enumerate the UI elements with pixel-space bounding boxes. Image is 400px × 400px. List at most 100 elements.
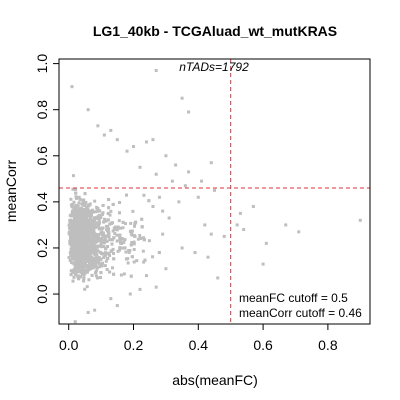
scatter-point: [126, 261, 130, 265]
scatter-point: [127, 249, 131, 253]
scatter-point: [81, 240, 85, 244]
scatter-point: [142, 236, 146, 240]
scatter-point: [70, 211, 74, 215]
scatter-point: [118, 233, 122, 237]
scatter-point: [129, 221, 133, 225]
scatter-point: [99, 263, 102, 267]
scatter-point: [177, 200, 181, 204]
scatter-point: [68, 258, 72, 262]
scatter-point: [89, 214, 93, 218]
scatter-point: [74, 212, 78, 216]
scatter-point: [92, 224, 96, 228]
scatter-point: [70, 85, 74, 89]
scatter-point: [81, 236, 85, 240]
scatter-point: [112, 251, 116, 255]
scatter-point: [115, 138, 119, 142]
scatter-point: [82, 279, 86, 283]
scatter-point: [110, 221, 114, 225]
scatter-point: [122, 240, 126, 244]
scatter-point: [85, 270, 89, 274]
scatter-point: [87, 244, 91, 248]
scatter-point: [110, 238, 114, 242]
scatter-point: [147, 199, 151, 203]
scatter-point: [75, 216, 79, 220]
scatter-point: [130, 241, 134, 245]
x-tick-label: 0.4: [189, 337, 209, 353]
scatter-point: [94, 274, 98, 278]
scatter-point: [84, 219, 88, 223]
scatter-point: [111, 247, 115, 251]
scatter-point: [102, 133, 106, 137]
scatter-point: [117, 211, 121, 215]
scatter-point: [129, 243, 133, 247]
scatter-point: [72, 269, 76, 273]
scatter-point: [105, 268, 109, 271]
scatter-point: [100, 212, 104, 216]
scatter-point: [80, 251, 84, 255]
scatter-point: [83, 222, 87, 226]
scatter-point: [111, 266, 114, 270]
scatter-point: [93, 308, 97, 312]
scatter-point: [74, 272, 78, 276]
scatter-point: [112, 272, 116, 276]
scatter-point: [116, 249, 120, 253]
scatter-point: [106, 257, 110, 261]
scatter-point: [109, 297, 113, 301]
scatter-point: [97, 233, 101, 237]
scatter-point: [101, 226, 105, 230]
x-tick-label: 0.0: [59, 337, 79, 353]
scatter-point: [84, 220, 88, 224]
scatter-point: [82, 273, 86, 277]
scatter-point: [86, 108, 90, 112]
scatter-point: [108, 213, 112, 217]
scatter-point: [80, 253, 84, 257]
scatter-point: [95, 205, 99, 209]
scatter-point: [95, 266, 99, 270]
scatter-point: [142, 260, 146, 264]
scatter-point: [78, 198, 82, 202]
scatter-point: [94, 225, 98, 229]
scatter-point: [167, 216, 171, 220]
scatter-point: [72, 200, 76, 204]
scatter-point: [71, 279, 75, 283]
scatter-point: [95, 253, 99, 257]
scatter-point: [124, 250, 128, 254]
scatter-point: [108, 254, 112, 258]
scatter-point: [138, 165, 142, 169]
scatter-point: [79, 265, 83, 269]
scatter-point: [99, 231, 103, 235]
scatter-point: [83, 192, 87, 196]
scatter-point: [68, 233, 72, 237]
scatter-point: [92, 263, 96, 267]
scatter-point: [106, 218, 110, 222]
scatter-point: [144, 140, 148, 144]
scatter-point: [180, 96, 184, 100]
scatter-point: [79, 249, 83, 253]
scatter-point: [73, 257, 77, 261]
scatter-point: [93, 235, 97, 239]
scatter-point: [97, 260, 101, 264]
scatter-point: [72, 245, 76, 249]
scatter-point: [82, 264, 86, 268]
scatter-point: [71, 174, 75, 178]
scatter-point: [82, 255, 86, 259]
scatter-point: [142, 238, 146, 242]
scatter-point: [144, 274, 148, 278]
scatter-point: [107, 227, 111, 231]
scatter-point: [79, 259, 83, 263]
scatter-point: [73, 225, 77, 229]
corr-cutoff-annotation: meanCorr cutoff = 0.46: [239, 306, 362, 320]
scatter-point: [69, 203, 73, 207]
scatter-point: [95, 257, 99, 260]
scatter-point: [222, 234, 226, 238]
scatter-point: [82, 215, 86, 219]
scatter-point: [86, 221, 90, 225]
scatter-point: [73, 232, 77, 236]
scatter-point: [88, 251, 92, 255]
scatter-point: [87, 235, 91, 239]
scatter-point: [120, 241, 124, 245]
scatter-point: [74, 195, 78, 199]
scatter-point: [79, 240, 83, 244]
scatter-point: [68, 225, 72, 229]
scatter-point: [68, 230, 72, 234]
